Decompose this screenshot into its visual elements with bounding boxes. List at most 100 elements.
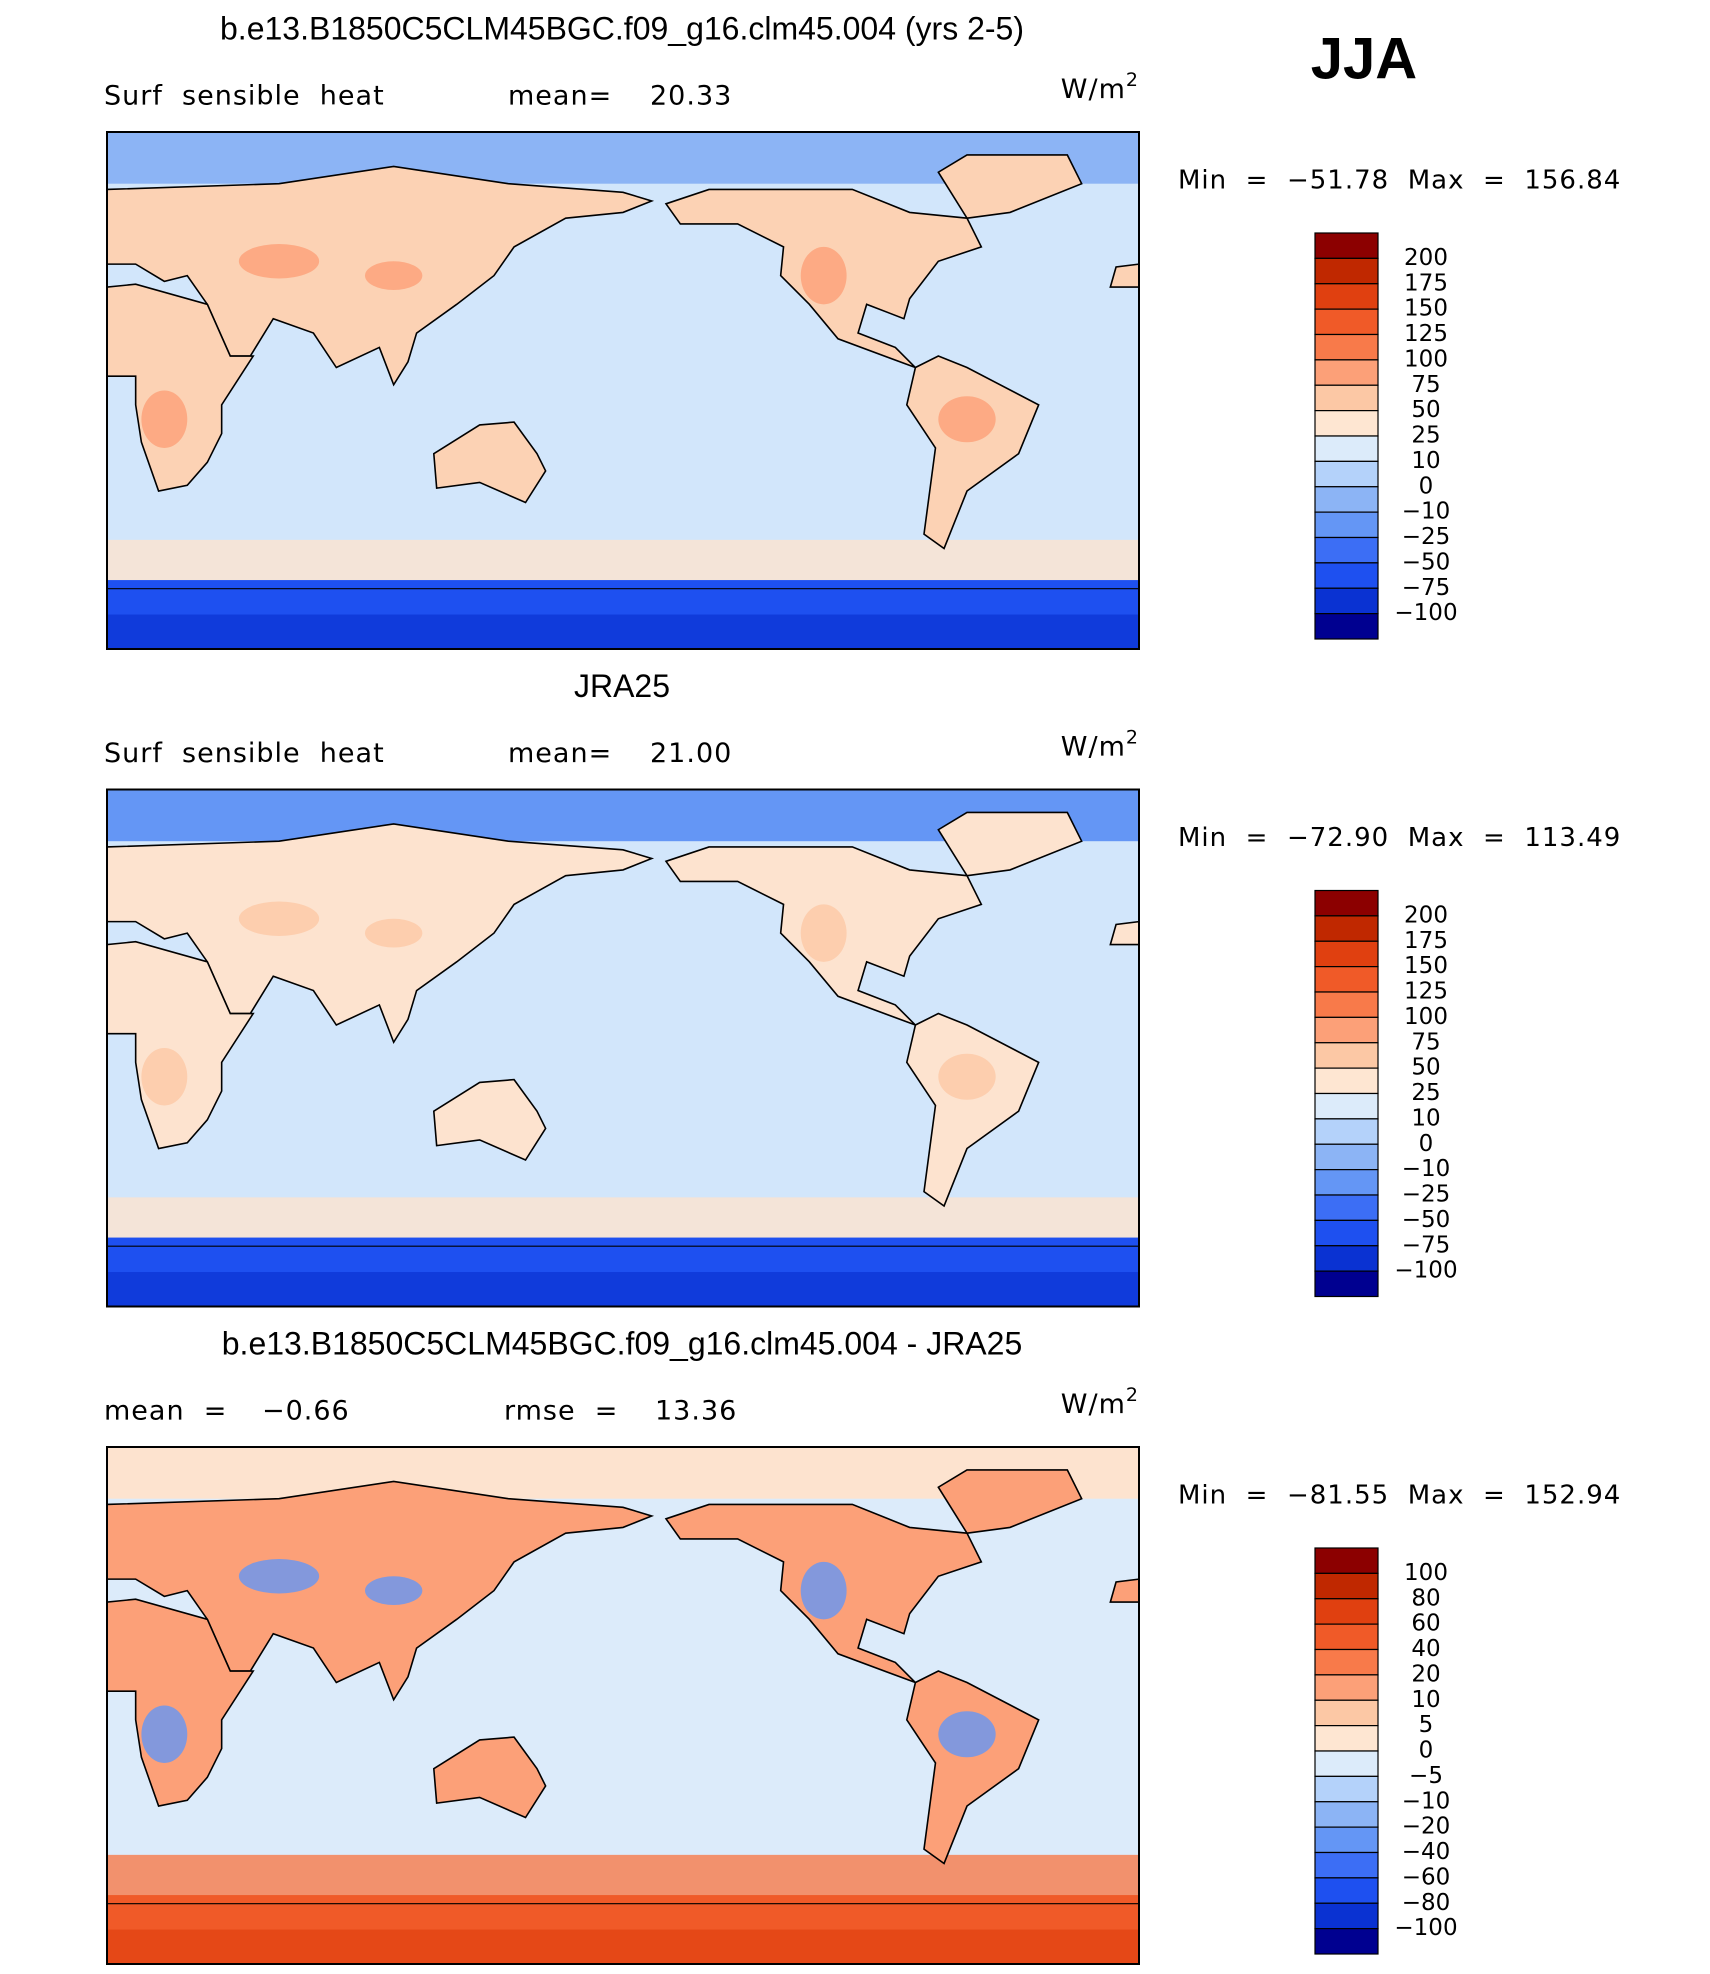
colorbar-box: [1314, 1092, 1379, 1120]
units-exponent: 2: [1126, 726, 1139, 748]
colorbar-box: [1314, 486, 1379, 513]
units-base: W/m: [1061, 74, 1126, 105]
colorbar-box: [1314, 257, 1379, 285]
colorbar-box: [1314, 1219, 1379, 1247]
panel-stat: Surf sensible heat: [104, 81, 385, 112]
colorbar-box: [1314, 1826, 1379, 1854]
colorbar-label: −50: [1402, 549, 1451, 575]
colorbar-label: 10: [1411, 1105, 1440, 1131]
colorbar-box: [1314, 1648, 1379, 1676]
map-land: [937, 811, 1083, 877]
map-frame: [106, 788, 1140, 1308]
colorbar-box: [1314, 1118, 1379, 1145]
colorbar-label: 175: [1404, 928, 1448, 954]
map-land: [432, 1736, 547, 1819]
colorbar-box: [1314, 511, 1379, 539]
colorbar-box: [1314, 1270, 1379, 1298]
map-antarctica-deep: [107, 1272, 1139, 1307]
colorbar-label: 100: [1404, 1560, 1448, 1586]
min-max: Min = −72.90 Max = 113.49: [1178, 823, 1621, 853]
map-patch: [938, 396, 996, 443]
map-patch: [365, 1576, 423, 1605]
map-patch: [800, 246, 847, 305]
map-antarctica-deep: [107, 614, 1139, 649]
colorbar-box: [1314, 587, 1379, 615]
colorbar-box: [1314, 889, 1379, 917]
colorbar-box: [1314, 308, 1379, 336]
colorbar-box: [1314, 1750, 1379, 1777]
panel-stat: mean=: [508, 81, 612, 112]
colorbar-label: 200: [1404, 245, 1448, 271]
colorbar-label: −60: [1402, 1864, 1451, 1890]
units: W/m2: [1061, 726, 1139, 762]
colorbar-label: 150: [1404, 953, 1448, 979]
map-land: [905, 1012, 1040, 1208]
map-southern-ocean: [107, 1197, 1139, 1239]
colorbar-box: [1314, 1067, 1379, 1095]
units: W/m2: [1061, 1384, 1139, 1420]
map-land: [106, 940, 255, 1150]
colorbar-box: [1314, 1877, 1379, 1904]
panel-stat: rmse =: [504, 1396, 618, 1427]
colorbar-box: [1314, 966, 1379, 993]
colorbar-label: 0: [1419, 473, 1434, 499]
colorbar-box: [1314, 1623, 1379, 1651]
map: [106, 1446, 1140, 1965]
colorbar-box: [1314, 1674, 1379, 1701]
colorbar-label: 0: [1419, 1131, 1434, 1157]
map-patch: [800, 904, 847, 962]
panel-stat: 13.36: [655, 1396, 737, 1427]
colorbar-box: [1314, 1699, 1379, 1727]
colorbar-box: [1314, 1169, 1379, 1196]
map-land: [432, 1078, 547, 1162]
map-patch: [141, 390, 188, 448]
map-patch: [365, 918, 423, 948]
colorbar-label: 25: [1411, 423, 1440, 449]
colorbar-label: 10: [1411, 448, 1440, 474]
panel-stat: mean=: [508, 738, 612, 769]
colorbar-label: −75: [1402, 1232, 1451, 1258]
colorbar-box: [1314, 359, 1379, 386]
colorbar-label: 75: [1411, 1029, 1440, 1055]
map-patch: [141, 1048, 188, 1106]
colorbar-box: [1314, 536, 1379, 564]
colorbar-box: [1314, 915, 1379, 942]
map-patch: [141, 1705, 188, 1763]
min-max: Min = −81.55 Max = 152.94: [1178, 1481, 1621, 1511]
colorbar-box: [1314, 613, 1379, 640]
map-patch: [938, 1711, 996, 1758]
map-patch: [238, 1559, 320, 1594]
map-patch: [938, 1053, 996, 1100]
colorbar-label: −10: [1402, 1788, 1451, 1814]
panel-title: JRA25: [574, 668, 670, 704]
map: [106, 788, 1140, 1308]
units-exponent: 2: [1126, 69, 1139, 91]
colorbar-label: 100: [1404, 346, 1448, 372]
colorbar-box: [1314, 1245, 1379, 1272]
colorbar-box: [1314, 1775, 1379, 1803]
colorbar-label: 40: [1411, 1636, 1440, 1662]
colorbar-label: 50: [1411, 1055, 1440, 1081]
colorbar-box: [1314, 232, 1379, 259]
colorbar-box: [1314, 333, 1379, 361]
panel-stat: −0.66: [262, 1396, 350, 1427]
panel-title: b.e13.B1850C5CLM45BGC.f09_g16.clm45.004 …: [220, 10, 1024, 46]
map-patch: [238, 244, 320, 279]
colorbar-label: −10: [1402, 499, 1451, 525]
colorbar-label: 50: [1411, 397, 1440, 423]
colorbar-label: −40: [1402, 1839, 1451, 1865]
colorbar-box: [1314, 991, 1379, 1018]
colorbar-box: [1314, 1016, 1379, 1044]
colorbar-box: [1314, 410, 1379, 437]
colorbar-label: −20: [1402, 1814, 1451, 1840]
colorbar-label: −10: [1402, 1156, 1451, 1182]
map-land: [937, 154, 1083, 220]
panel-title: b.e13.B1850C5CLM45BGC.f09_g16.clm45.004 …: [222, 1325, 1022, 1361]
colorbar-box: [1314, 1725, 1379, 1752]
colorbar-label: 80: [1411, 1585, 1440, 1611]
map-land: [106, 1598, 255, 1807]
map-antarctica-deep: [107, 1929, 1139, 1964]
units: W/m2: [1061, 69, 1139, 105]
colorbar-label: 10: [1411, 1687, 1440, 1713]
map: [106, 131, 1140, 650]
